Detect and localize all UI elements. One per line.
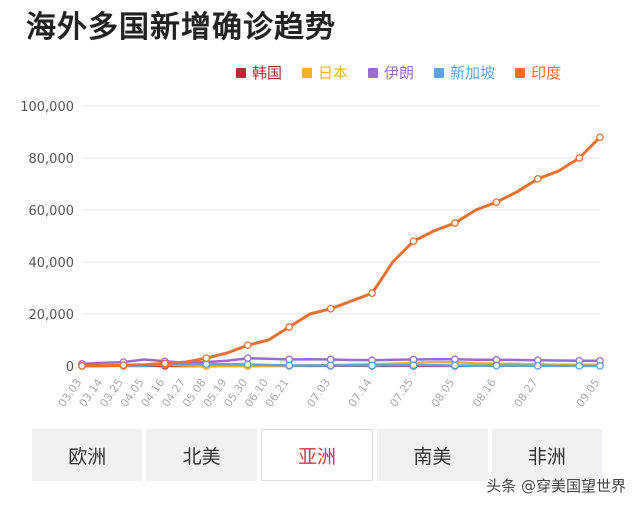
data-point [533, 174, 542, 183]
y-tick-label: 20,000 [29, 308, 75, 323]
x-tick-label: 07.03 [304, 376, 333, 409]
legend-label: 日本 [318, 64, 349, 82]
page-title: 海外多国新增确诊趋势 [26, 10, 336, 45]
data-point [368, 289, 376, 298]
legend-item-4[interactable]: 印度 [515, 62, 561, 83]
data-point [409, 361, 418, 370]
legend-label: 新加坡 [450, 64, 496, 82]
data-point [78, 362, 86, 370]
y-tick-label: 60,000 [29, 204, 75, 219]
x-tick-label: 08.27 [512, 376, 541, 409]
tab-europe[interactable]: 欧洲 [32, 429, 143, 481]
chart-legend: 韩国 日本 伊朗 新加坡 印度 [236, 62, 581, 83]
data-point [119, 361, 128, 370]
data-point [575, 154, 584, 162]
tab-africa[interactable]: 非洲 [491, 429, 603, 481]
tab-south-america[interactable]: 南美 [377, 429, 488, 481]
legend-swatch [236, 67, 246, 78]
legend-item-2[interactable]: 伊朗 [368, 62, 414, 83]
data-point [596, 362, 604, 370]
legend-swatch [302, 67, 313, 78]
y-tick-label: 80,000 [29, 152, 75, 167]
x-tick-label: 08.16 [470, 376, 499, 409]
data-point [285, 361, 294, 370]
data-point [161, 359, 169, 368]
data-point [409, 237, 418, 246]
y-tick-label: 100,000 [20, 100, 74, 115]
legend-label: 印度 [531, 64, 562, 82]
legend-item-3[interactable]: 新加坡 [434, 62, 495, 83]
data-point [202, 354, 211, 363]
data-point [451, 361, 459, 370]
y-tick-label: 40,000 [29, 256, 75, 271]
data-point [243, 354, 252, 363]
legend-swatch [434, 67, 445, 78]
line-chart: 020,00040,00060,00080,000100,00003.0303.… [20, 100, 604, 410]
data-point [243, 360, 252, 369]
tab-asia[interactable]: 亚洲 [260, 429, 374, 481]
data-point [575, 362, 584, 370]
data-point [285, 323, 294, 331]
region-tabs: 欧洲 北美 亚洲 南美 非洲 [32, 429, 603, 481]
legend-item-1[interactable]: 日本 [302, 62, 348, 83]
legend-swatch [368, 67, 379, 78]
y-tick-label: 0 [66, 360, 74, 375]
data-point [326, 304, 335, 313]
data-point [596, 133, 604, 142]
data-point [243, 341, 252, 350]
legend-item-0[interactable]: 韩国 [236, 62, 282, 83]
data-point [492, 198, 501, 207]
legend-label: 韩国 [252, 64, 283, 82]
x-tick-label: 07.14 [346, 376, 375, 409]
data-point [451, 355, 459, 364]
data-point [533, 361, 542, 370]
series-line-4 [80, 135, 602, 368]
tab-north-america[interactable]: 北美 [146, 429, 257, 481]
data-point [368, 361, 376, 370]
legend-swatch [515, 67, 526, 78]
data-point [326, 361, 335, 370]
x-tick-label: 08.05 [429, 376, 458, 409]
data-point [492, 361, 501, 370]
data-point [451, 219, 459, 227]
legend-label: 伊朗 [384, 64, 415, 82]
source-watermark: 头条 @穿美国望世界 [486, 477, 626, 495]
x-tick-label: 07.25 [387, 376, 416, 409]
x-tick-label: 09.05 [574, 376, 603, 409]
